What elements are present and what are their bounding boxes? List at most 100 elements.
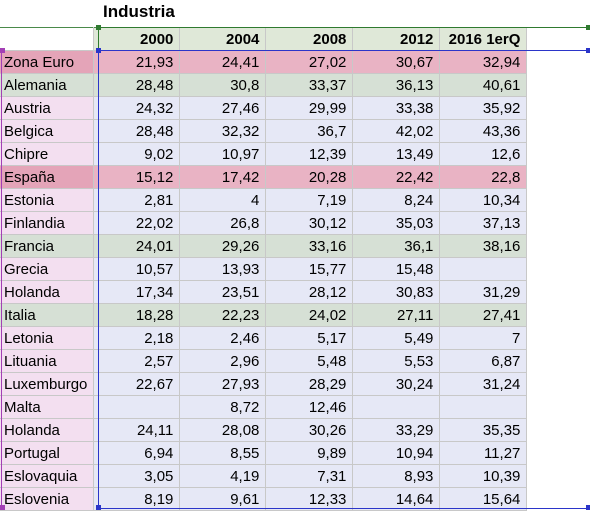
country-name-cell[interactable]: Luxemburgo <box>0 372 95 396</box>
value-cell-2016[interactable]: 38,16 <box>439 234 528 258</box>
value-cell-2016[interactable]: 10,39 <box>439 464 528 488</box>
name-handle-bottom[interactable] <box>0 505 5 510</box>
value-cell-2000[interactable]: 22,02 <box>93 211 181 235</box>
value-cell-2016[interactable]: 37,13 <box>439 211 528 235</box>
value-cell-2000[interactable]: 6,94 <box>93 441 181 465</box>
header-cell-2000[interactable]: 2000 <box>93 27 181 51</box>
value-cell-2004[interactable]: 4 <box>179 188 267 212</box>
header-cell-corner[interactable] <box>0 27 95 51</box>
value-cell-2012[interactable]: 30,67 <box>352 50 441 74</box>
value-cell-2004[interactable]: 27,93 <box>179 372 267 396</box>
selection-handle-top-left[interactable] <box>96 48 101 53</box>
header-handle-left[interactable] <box>96 25 101 30</box>
value-cell-2016[interactable]: 10,34 <box>439 188 528 212</box>
value-cell-2004[interactable]: 8,55 <box>179 441 267 465</box>
country-name-cell[interactable]: Holanda <box>0 418 95 442</box>
value-cell-2004[interactable]: 27,46 <box>179 96 267 120</box>
value-cell-2008[interactable]: 28,12 <box>265 280 354 304</box>
value-cell-2012[interactable]: 22,42 <box>352 165 441 189</box>
value-cell-2008[interactable]: 15,77 <box>265 257 354 281</box>
country-name-cell[interactable]: Holanda <box>0 280 95 304</box>
value-cell-2012[interactable]: 15,48 <box>352 257 441 281</box>
country-name-cell[interactable]: Portugal <box>0 441 95 465</box>
value-cell-2012[interactable]: 27,11 <box>352 303 441 327</box>
country-name-cell[interactable]: Letonia <box>0 326 95 350</box>
value-cell-2000[interactable]: 9,02 <box>93 142 181 166</box>
value-cell-2016[interactable]: 35,92 <box>439 96 528 120</box>
value-cell-2008[interactable]: 12,33 <box>265 487 354 511</box>
value-cell-2000[interactable]: 24,11 <box>93 418 181 442</box>
country-name-cell[interactable]: Zona Euro <box>0 50 95 74</box>
value-cell-2004[interactable]: 26,8 <box>179 211 267 235</box>
value-cell-2012[interactable]: 42,02 <box>352 119 441 143</box>
value-cell-2000[interactable]: 10,57 <box>93 257 181 281</box>
country-name-cell[interactable]: Eslovaquia <box>0 464 95 488</box>
selection-handle-bottom-left[interactable] <box>96 505 101 510</box>
value-cell-2008[interactable]: 9,89 <box>265 441 354 465</box>
value-cell-2004[interactable]: 2,46 <box>179 326 267 350</box>
value-cell-2008[interactable]: 27,02 <box>265 50 354 74</box>
value-cell-2004[interactable]: 17,42 <box>179 165 267 189</box>
value-cell-2008[interactable]: 7,31 <box>265 464 354 488</box>
country-name-cell[interactable]: Eslovenia <box>0 487 95 511</box>
value-cell-2012[interactable]: 33,29 <box>352 418 441 442</box>
value-cell-2016[interactable]: 7 <box>439 326 528 350</box>
value-cell-2016[interactable]: 43,36 <box>439 119 528 143</box>
value-cell-2000[interactable]: 28,48 <box>93 119 181 143</box>
value-cell-2008[interactable]: 29,99 <box>265 96 354 120</box>
value-cell-2000[interactable]: 24,32 <box>93 96 181 120</box>
value-cell-2000[interactable]: 21,93 <box>93 50 181 74</box>
value-cell-2004[interactable]: 29,26 <box>179 234 267 258</box>
country-name-cell[interactable]: Francia <box>0 234 95 258</box>
value-cell-2016[interactable]: 22,8 <box>439 165 528 189</box>
value-cell-2000[interactable]: 22,67 <box>93 372 181 396</box>
name-handle-top[interactable] <box>0 48 5 53</box>
value-cell-2008[interactable]: 30,12 <box>265 211 354 235</box>
value-cell-2012[interactable] <box>352 395 441 419</box>
value-cell-2016[interactable]: 11,27 <box>439 441 528 465</box>
header-cell-2004[interactable]: 2004 <box>179 27 267 51</box>
value-cell-2000[interactable]: 17,34 <box>93 280 181 304</box>
country-name-cell[interactable]: Alemania <box>0 73 95 97</box>
value-cell-2004[interactable]: 32,32 <box>179 119 267 143</box>
selection-handle-top-right[interactable] <box>586 48 590 53</box>
value-cell-2008[interactable]: 30,26 <box>265 418 354 442</box>
value-cell-2012[interactable]: 13,49 <box>352 142 441 166</box>
value-cell-2012[interactable]: 36,1 <box>352 234 441 258</box>
value-cell-2004[interactable]: 30,8 <box>179 73 267 97</box>
value-cell-2016[interactable]: 27,41 <box>439 303 528 327</box>
value-cell-2008[interactable]: 33,37 <box>265 73 354 97</box>
header-cell-2012[interactable]: 2012 <box>352 27 441 51</box>
value-cell-2004[interactable]: 28,08 <box>179 418 267 442</box>
country-name-cell[interactable]: Estonia <box>0 188 95 212</box>
country-name-cell[interactable]: Grecia <box>0 257 95 281</box>
value-cell-2012[interactable]: 36,13 <box>352 73 441 97</box>
value-cell-2012[interactable]: 5,49 <box>352 326 441 350</box>
value-cell-2012[interactable]: 10,94 <box>352 441 441 465</box>
sheet-title-cell[interactable]: Industria <box>103 2 175 21</box>
value-cell-2012[interactable]: 5,53 <box>352 349 441 373</box>
value-cell-2004[interactable]: 22,23 <box>179 303 267 327</box>
country-name-cell[interactable]: Belgica <box>0 119 95 143</box>
value-cell-2004[interactable]: 2,96 <box>179 349 267 373</box>
value-cell-2004[interactable]: 13,93 <box>179 257 267 281</box>
value-cell-2000[interactable]: 2,57 <box>93 349 181 373</box>
value-cell-2008[interactable]: 5,17 <box>265 326 354 350</box>
country-name-cell[interactable]: Chipre <box>0 142 95 166</box>
country-name-cell[interactable]: España <box>0 165 95 189</box>
header-handle-right[interactable] <box>586 25 590 30</box>
country-name-cell[interactable]: Austria <box>0 96 95 120</box>
value-cell-2012[interactable]: 8,93 <box>352 464 441 488</box>
country-name-cell[interactable]: Italia <box>0 303 95 327</box>
country-name-cell[interactable]: Malta <box>0 395 95 419</box>
value-cell-2016[interactable]: 15,64 <box>439 487 528 511</box>
value-cell-2008[interactable]: 36,7 <box>265 119 354 143</box>
value-cell-2004[interactable]: 10,97 <box>179 142 267 166</box>
value-cell-2016[interactable]: 31,24 <box>439 372 528 396</box>
value-cell-2008[interactable]: 33,16 <box>265 234 354 258</box>
value-cell-2012[interactable]: 30,83 <box>352 280 441 304</box>
country-name-cell[interactable]: Lituania <box>0 349 95 373</box>
value-cell-2008[interactable]: 7,19 <box>265 188 354 212</box>
value-cell-2016[interactable]: 35,35 <box>439 418 528 442</box>
value-cell-2000[interactable]: 15,12 <box>93 165 181 189</box>
